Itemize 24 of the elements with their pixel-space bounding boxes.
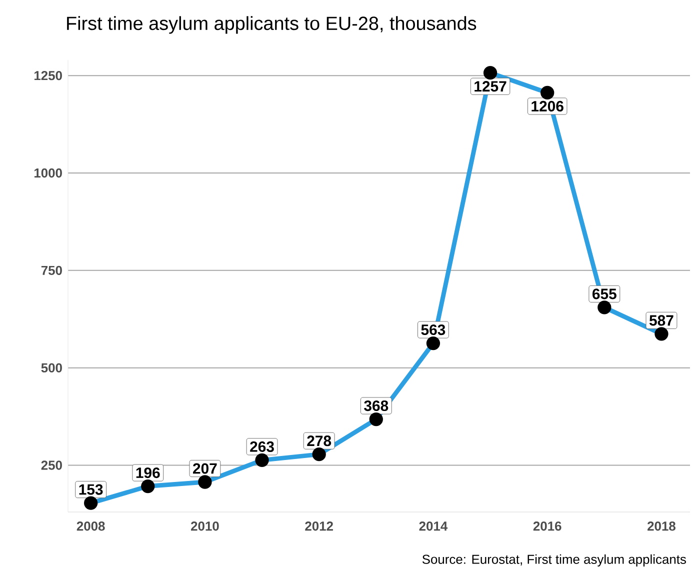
y-tick-label: 750 — [41, 266, 62, 275]
data-label: 263 — [250, 441, 274, 452]
x-tick-label: 2014 — [419, 522, 448, 531]
data-label: 153 — [79, 484, 103, 495]
source-note: Source: Eurostat, First time asylum applicants — [422, 554, 686, 566]
data-label: 278 — [307, 436, 332, 446]
x-tick-label: 2018 — [648, 522, 676, 531]
y-tick-label: 500 — [41, 363, 62, 372]
x-tick-label: 2012 — [305, 522, 333, 531]
y-tick-label: 1000 — [34, 168, 62, 178]
data-label: 196 — [136, 468, 160, 478]
y-tick-label: 250 — [41, 460, 62, 470]
data-label: 563 — [421, 324, 446, 336]
x-tick-label: 2010 — [191, 522, 219, 531]
chart-title: First time asylum applicants to EU-28, thousands — [67, 16, 476, 34]
data-label: 1257 — [474, 81, 506, 92]
data-label: 655 — [592, 288, 616, 300]
x-tick-label: 2008 — [76, 522, 105, 531]
data-label: 368 — [364, 400, 388, 412]
x-tick-label: 2016 — [533, 522, 562, 531]
y-tick-label: 1250 — [34, 70, 62, 80]
data-label: 1206 — [532, 100, 564, 112]
data-label: 587 — [649, 315, 674, 326]
data-label: 207 — [193, 463, 217, 474]
